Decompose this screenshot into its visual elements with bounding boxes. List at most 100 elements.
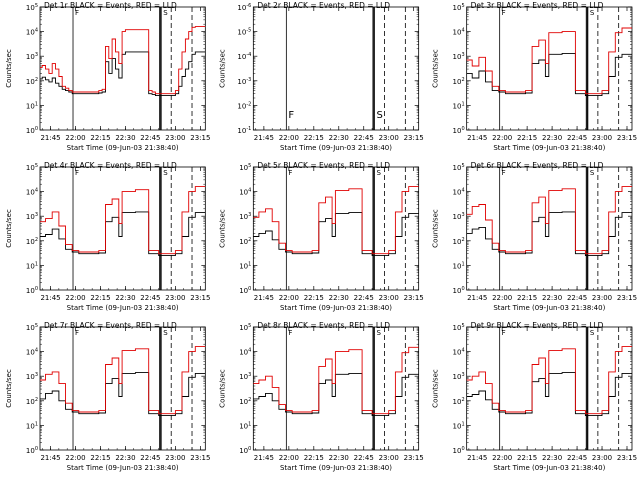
- annotation-label: S: [377, 329, 382, 337]
- x-tick-label: 22:15: [90, 134, 110, 142]
- y-tick-label: 102: [453, 397, 465, 406]
- detector-panel: 100 101 102 103 104 105 21:45 22:00 22:15 22:30 22…: [218, 161, 423, 312]
- panel-title: Det 1r BLACK = Events, RED = LLD: [44, 1, 177, 10]
- plot-frame: [252, 326, 420, 451]
- y-tick-label: 102: [453, 77, 465, 86]
- panel-title: Det 4r BLACK = Events, RED = LLD: [44, 161, 177, 170]
- detector-panel: 100 101 102 103 104 105 21:45 22:00 22:15 22:30 22…: [432, 161, 637, 312]
- plot-frame: [252, 166, 420, 291]
- y-tick-label: 101: [239, 261, 251, 270]
- series-lld-line: [253, 346, 419, 415]
- series-events-line: [40, 372, 206, 417]
- x-tick-label: 22:30: [329, 134, 349, 142]
- y-tick-label: 102: [26, 237, 38, 246]
- x-tick-label: 21:45: [467, 294, 487, 302]
- detector-panel: 10-1 10-2 10-3 10-4 10-5 10-6 21:45 22:00 22:15 2…: [218, 1, 423, 152]
- y-axis-label: Counts/sec: [5, 49, 13, 88]
- series-lld-line: [466, 346, 632, 415]
- y-tick-label: 10-1: [237, 126, 251, 135]
- x-tick-label: 22:15: [517, 294, 537, 302]
- y-tick-label: 103: [453, 52, 465, 61]
- panel-title: Det 5r BLACK = Events, RED = LLD: [257, 161, 390, 170]
- x-tick-label: 23:15: [617, 454, 637, 462]
- y-tick-label: 100: [453, 286, 465, 295]
- detector-panel: 100 101 102 103 104 105 21:45 22:00 22:15 22:30 22…: [218, 321, 423, 472]
- y-axis-label: Counts/sec: [218, 369, 226, 408]
- x-tick-label: 22:30: [329, 454, 349, 462]
- series-events-line: [253, 372, 419, 417]
- x-tick-label: 22:30: [542, 454, 562, 462]
- y-tick-label: 100: [26, 126, 38, 135]
- annotation-label: S: [590, 9, 595, 17]
- x-tick-label: 22:15: [304, 454, 324, 462]
- y-tick-label: 104: [453, 188, 465, 197]
- y-tick-label: 104: [239, 188, 251, 197]
- y-tick-label: 105: [453, 163, 465, 172]
- y-tick-label: 101: [239, 421, 251, 430]
- x-tick-label: 22:00: [492, 454, 512, 462]
- y-axis-label: Counts/sec: [432, 209, 440, 248]
- y-tick-label: 101: [453, 101, 465, 110]
- series-lld-line: [466, 27, 632, 95]
- y-tick-label: 105: [26, 3, 38, 12]
- y-tick-label: 100: [26, 446, 38, 455]
- x-axis-label: Start Time (09-Jun-03 21:38:40): [67, 144, 179, 152]
- y-tick-label: 105: [239, 163, 251, 172]
- y-tick-label: 10-3: [237, 77, 251, 86]
- series-lld-line: [253, 186, 419, 255]
- y-tick-label: 105: [453, 3, 465, 12]
- panel-title: Det 9r BLACK = Events, RED = LLD: [471, 321, 604, 330]
- x-tick-label: 21:45: [40, 454, 60, 462]
- annotation-label: S: [163, 9, 168, 17]
- annotation-label: F: [288, 110, 294, 121]
- annotation-label: F: [502, 329, 506, 337]
- plot-frame: [466, 166, 633, 291]
- detector-panel: 100 101 102 103 104 105 21:45 22:00 22:15 22:30 22…: [5, 161, 210, 312]
- y-axis-label: Counts/sec: [432, 49, 440, 88]
- x-tick-label: 23:00: [379, 134, 399, 142]
- x-tick-label: 22:45: [567, 134, 587, 142]
- y-tick-label: 103: [26, 212, 38, 221]
- x-tick-label: 22:45: [140, 454, 160, 462]
- x-tick-label: 21:45: [40, 294, 60, 302]
- y-tick-label: 102: [453, 237, 465, 246]
- x-tick-label: 23:15: [617, 134, 637, 142]
- annotation-label: S: [377, 169, 382, 177]
- x-tick-label: 23:00: [592, 454, 612, 462]
- x-tick-label: 21:45: [254, 134, 274, 142]
- y-tick-label: 10-2: [237, 101, 251, 110]
- x-tick-label: 22:45: [354, 134, 374, 142]
- y-tick-label: 104: [26, 348, 38, 357]
- annotation-label: F: [502, 169, 506, 177]
- y-axis-label: Counts/sec: [218, 49, 226, 88]
- y-tick-label: 100: [239, 286, 251, 295]
- x-tick-label: 22:00: [65, 134, 85, 142]
- y-tick-label: 101: [26, 101, 38, 110]
- y-tick-label: 104: [239, 348, 251, 357]
- plot-frame: [466, 326, 633, 451]
- annotation-label: S: [163, 169, 168, 177]
- series-events-line: [466, 372, 632, 417]
- panel-title: Det 8r BLACK = Events, RED = LLD: [257, 321, 390, 330]
- plot-frame: [39, 166, 206, 291]
- y-tick-label: 105: [239, 323, 251, 332]
- x-tick-label: 23:15: [617, 294, 637, 302]
- y-tick-label: 102: [239, 397, 251, 406]
- annotation-label: F: [288, 329, 292, 337]
- x-tick-label: 22:45: [354, 294, 374, 302]
- series-events-line: [40, 51, 206, 97]
- series-lld-line: [40, 186, 206, 255]
- x-tick-label: 22:00: [65, 294, 85, 302]
- y-tick-label: 104: [453, 28, 465, 37]
- x-axis-label: Start Time (09-Jun-03 21:38:40): [493, 304, 605, 312]
- x-tick-label: 22:00: [279, 294, 299, 302]
- y-tick-label: 102: [239, 237, 251, 246]
- series-lld-line: [40, 26, 206, 95]
- annotation-label: S: [163, 329, 168, 337]
- annotation-label: F: [75, 9, 79, 17]
- y-tick-label: 10-5: [237, 28, 251, 37]
- x-tick-label: 22:30: [115, 134, 135, 142]
- x-tick-label: 23:00: [592, 134, 612, 142]
- y-axis-label: Counts/sec: [5, 209, 13, 248]
- y-tick-label: 100: [453, 126, 465, 135]
